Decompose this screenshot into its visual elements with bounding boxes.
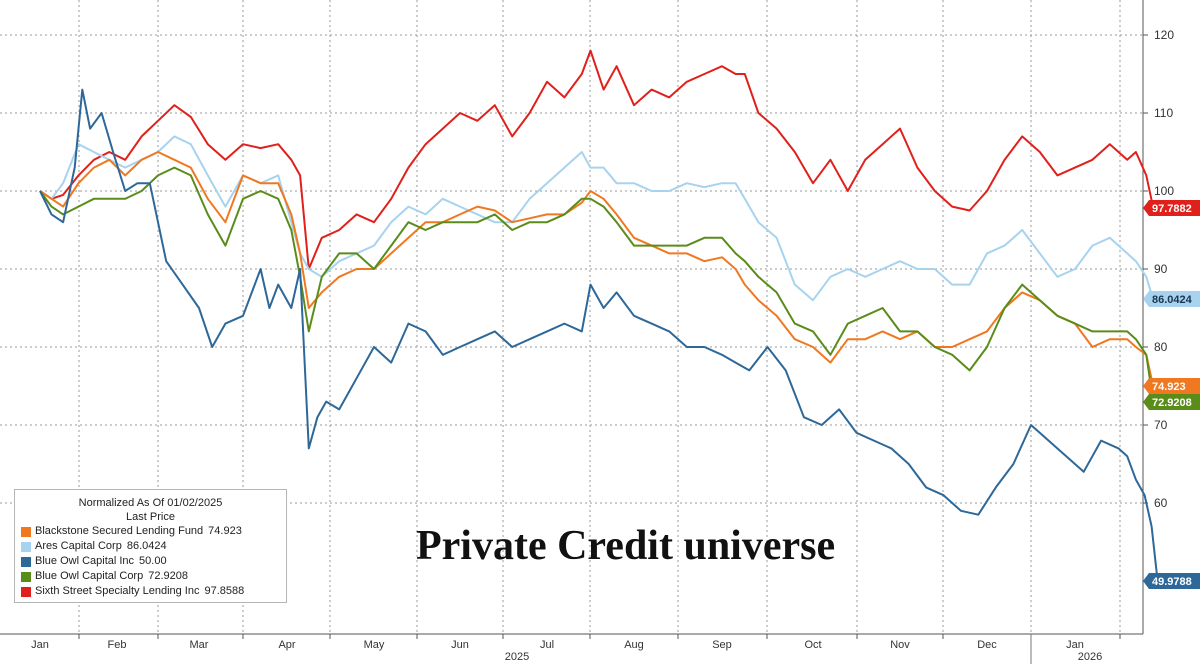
legend-swatch: [21, 571, 31, 582]
series-line-blue-owl-capital-corp: [39, 166, 1155, 403]
grid-lines: [0, 0, 1143, 634]
y-tick-label: 110: [1154, 106, 1173, 120]
legend-value: 97.8588: [204, 585, 245, 597]
last-value-label: 97.7882: [1152, 203, 1192, 215]
y-tick-label: 90: [1154, 262, 1168, 276]
x-tick-label: Nov: [890, 639, 910, 651]
legend-value: 74.923: [208, 525, 242, 537]
last-value-tag: [1143, 291, 1200, 307]
legend-swatch: [21, 541, 31, 552]
y-tick-label: 70: [1154, 418, 1168, 432]
x-tick-label: Mar: [190, 639, 209, 651]
last-value-tag: [1143, 394, 1200, 410]
last-value-label: 74.923: [1152, 381, 1186, 393]
legend-swatch: [21, 526, 31, 537]
x-tick-label: Apr: [278, 639, 295, 651]
legend-label: Blackstone Secured Lending Fund: [35, 525, 204, 537]
legend-label: Blue Owl Capital Inc: [35, 555, 135, 567]
x-tick-label: Jan: [31, 639, 49, 651]
legend-entry-blue-owl-corp: Blue Owl Capital Corp 72.9208: [21, 569, 280, 584]
series-line-blue-owl-capital-inc: [39, 88, 1159, 582]
x-tick-label: Feb: [108, 639, 127, 651]
y-tick-label: 80: [1154, 340, 1168, 354]
legend-value: 86.0424: [126, 540, 167, 552]
legend-entry-blackstone: Blackstone Secured Lending Fund 74.923: [21, 524, 280, 539]
legend-swatch: [21, 556, 31, 567]
legend-label: Blue Owl Capital Corp: [35, 570, 144, 582]
legend-label: Ares Capital Corp: [35, 540, 122, 552]
series-lines: [39, 49, 1159, 582]
x-tick-label: Jul: [540, 639, 554, 651]
y-tick-label: 120: [1154, 28, 1174, 42]
x-tick-label: Oct: [804, 639, 821, 651]
legend-value: 72.9208: [148, 570, 188, 582]
legend-value: 50.00: [139, 555, 167, 567]
last-value-label: 49.9788: [1152, 576, 1192, 588]
x-tick-label: Jan: [1066, 639, 1084, 651]
legend-entry-sixth-street: Sixth Street Specialty Lending Inc 97.85…: [21, 584, 280, 599]
y-tick-label: 60: [1154, 496, 1168, 510]
series-line-ares-capital-corp: [39, 135, 1155, 302]
last-value-tag: [1143, 378, 1200, 394]
axes: 60 70 80 90 100 110 120 Jan Feb Mar Apr May Jun Jul Au…: [0, 0, 1174, 664]
last-value-tag: [1143, 573, 1200, 589]
legend-box: Normalized As Of 01/02/2025 Last Price B…: [14, 489, 287, 603]
legend-header-normalized: Normalized As Of 01/02/2025: [78, 497, 223, 509]
last-value-label: 86.0424: [1152, 294, 1193, 306]
y-tick-label: 100: [1154, 184, 1174, 198]
x-year-label: 2025: [505, 651, 529, 663]
last-value-tag: [1143, 200, 1200, 216]
x-year-label: 2026: [1078, 651, 1102, 663]
x-tick-label: May: [364, 639, 385, 651]
last-value-label: 72.9208: [1152, 397, 1192, 409]
x-tick-label: Aug: [624, 639, 644, 651]
legend-entry-blue-owl-inc: Blue Owl Capital Inc 50.00: [21, 554, 280, 569]
x-tick-label: Sep: [712, 639, 732, 651]
x-tick-label: Jun: [451, 639, 469, 651]
legend-header-last-price: Last Price: [126, 511, 175, 523]
last-value-tags: 97.7882 86.0424 74.923 72.9208 49.9788: [1143, 200, 1200, 589]
legend-swatch: [21, 586, 31, 597]
legend-entry-ares: Ares Capital Corp 86.0424: [21, 539, 280, 554]
chart-title: Private Credit universe: [416, 523, 836, 569]
series-line-blackstone-secured-lending-fund: [39, 151, 1155, 388]
series-line-sixth-street-specialty-lending-inc: [39, 49, 1155, 270]
legend-label: Sixth Street Specialty Lending Inc: [35, 585, 200, 597]
x-tick-label: Dec: [977, 639, 997, 651]
